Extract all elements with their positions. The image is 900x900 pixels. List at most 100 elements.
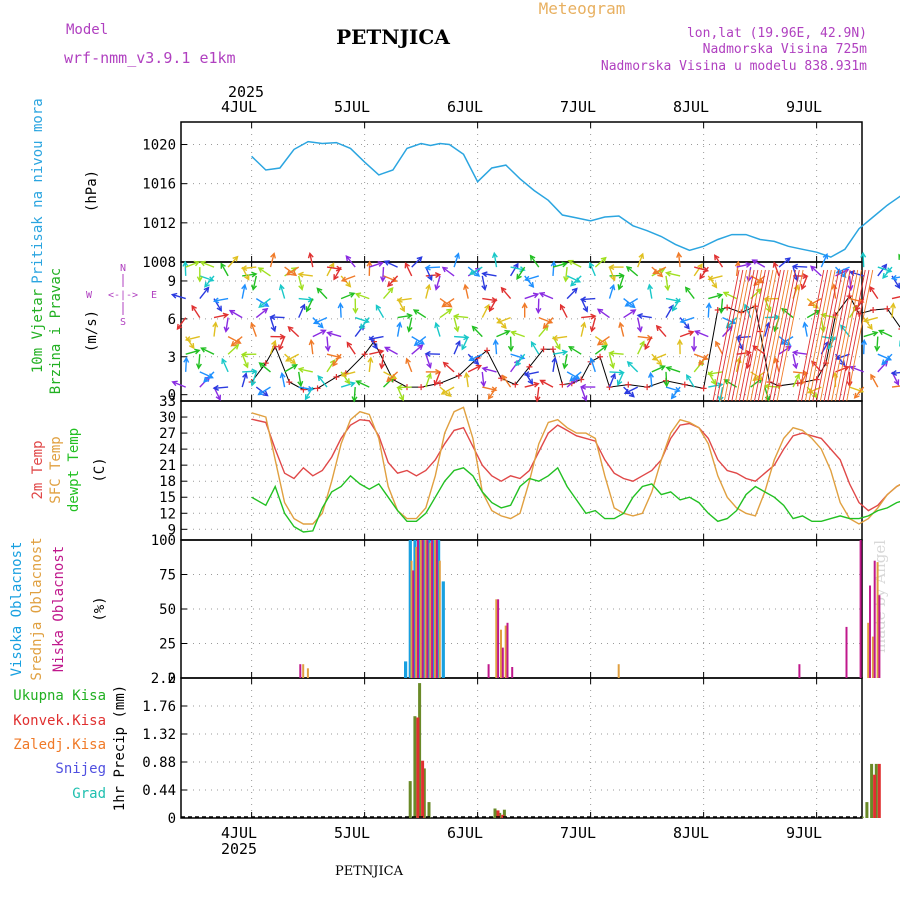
wind-arrowhead [716,293,724,299]
wind-arrow [811,361,822,373]
wind-arrow [472,326,483,338]
wind-arrow [310,340,314,355]
wind-arrowhead [215,394,221,402]
high-cloud-bar [437,540,441,678]
wind-arrowhead [513,262,519,269]
wind-arrowhead [651,355,658,361]
wind-arrowhead [299,303,306,310]
wind-arrow [439,308,452,319]
high-cloud-bar [413,540,417,678]
wind-arrow [488,386,498,400]
wind-arrowhead [882,272,889,280]
wind-arrow [525,275,540,281]
wind-arrow [708,294,722,300]
wind-arrowhead [647,283,654,290]
wind-arrow [494,340,498,355]
wind-arrowhead [203,376,210,383]
wind-arrowhead [398,394,405,402]
compass-east: E [151,290,157,301]
wind-arrow [280,285,286,299]
wind-arrow [384,260,398,268]
wind-arrow [698,353,709,366]
wind-arrowhead [461,344,467,351]
wind-arrow [820,254,828,268]
wind-arrowhead [258,362,265,369]
wind-arrow [185,261,200,268]
wind-arrow [862,253,865,268]
wind-arrow [269,253,275,268]
wind-arrow [269,317,276,332]
wind-arrow [671,386,681,399]
wind-arrow [863,340,865,355]
legend-conv: Konvek.Kisa [13,713,106,729]
wind-streak [716,269,744,402]
low-cloud-bar [798,664,801,678]
wind-arrow [221,358,229,373]
wind-arrow [298,273,313,277]
total-precip-bar [870,763,874,818]
panel-4: 0 0.44 0.88 1.32 1.76 2.2 [142,671,863,827]
wind-arrow [396,322,401,337]
wind-arrow [375,305,385,318]
wind-arrowhead [617,284,624,291]
wind-streak [735,269,763,402]
wind-arrowhead [698,359,705,366]
wind-arrowhead [610,275,616,282]
wind-arrow [855,298,865,311]
wind-arrow [608,354,614,368]
wind-arrowhead [596,308,604,315]
wind-arrowhead [869,285,875,293]
wind-arrow [214,297,229,302]
wind-arrowhead [699,273,705,280]
wind-arrow [869,286,879,299]
year-label-bottom: 2025 [221,840,257,858]
wind-arrowhead [194,348,201,355]
wind-arrow [442,266,455,277]
wind-arrow [510,266,525,271]
wind-arrowhead [335,265,343,272]
wind-arrow [609,352,624,355]
wind-arrow [241,353,249,368]
wind-arrow [881,353,893,365]
low-cloud-bar [511,667,514,678]
wind-arrow [803,322,808,337]
wind-arrowhead [425,283,432,291]
wind-arrowhead [203,286,210,293]
wind-arrowhead [562,362,569,370]
wind-arrow [626,266,639,277]
wind-arrowhead [843,365,850,372]
wind-arrow [380,354,385,369]
wind-arrowhead [446,301,453,308]
y-tick-label: 18 [159,474,176,490]
wind-arrowhead [510,330,517,337]
wind-arrowhead [570,280,577,287]
wind-arrow [648,284,653,299]
wind-arrowhead [551,356,558,364]
day-label: 5JUL [334,824,370,842]
wind-arrowhead [434,321,440,329]
y-tick-label: 0 [168,388,176,404]
wind-arrow [481,275,486,290]
wind-arrow [863,331,878,338]
wind-arrow [369,262,383,268]
wind-arrow [493,253,498,268]
wind-arrow [870,374,879,388]
wind-arrowhead [794,373,800,380]
wind-arrow [540,379,554,388]
wind-arrowhead [220,262,226,269]
wind-arrowhead [307,385,314,392]
wind-streak [801,269,828,402]
mid-cloud-bar [876,562,879,678]
wind-arrow [425,353,432,368]
wind-arrow [186,335,200,341]
wind-arrow [255,298,269,307]
wind-arrowhead [870,373,876,380]
wind-arrow [891,296,900,300]
wind-arrow [850,366,864,373]
wind-arrowhead [686,373,692,381]
wind-arrowhead [418,339,425,345]
y-tick-label: 1016 [142,177,176,193]
wind-arrowhead [329,262,335,269]
wind-arrowhead [333,274,339,281]
temp-ylabel-2: SFC Temp [48,436,64,503]
